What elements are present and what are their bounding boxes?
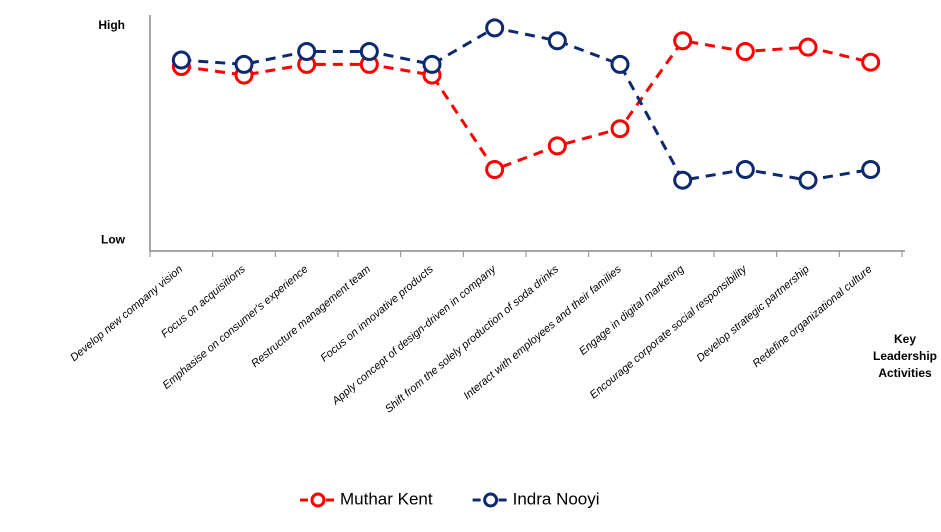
point	[735, 41, 755, 61]
point	[673, 170, 693, 190]
point	[171, 50, 191, 70]
x-tick-label: Develop new company vision	[68, 263, 185, 364]
point	[861, 159, 881, 179]
point	[297, 41, 317, 61]
point	[673, 31, 693, 51]
point	[547, 136, 567, 156]
x-tick-label: Develop strategic partnership	[694, 263, 811, 364]
point	[735, 159, 755, 179]
point	[485, 18, 505, 38]
point	[610, 54, 630, 74]
legend-marker	[483, 492, 499, 508]
x-tick-label: Engage in digital marketing	[577, 263, 687, 358]
point	[798, 37, 818, 57]
legend-label: Muthar Kent	[340, 489, 433, 508]
series-line	[181, 39, 872, 172]
x-axis-label: Key Leadership Activities	[873, 332, 937, 380]
x-tick-label: Restructure management team	[249, 263, 373, 370]
point	[798, 170, 818, 190]
legend-marker	[310, 492, 326, 508]
y-tick-label: Low	[101, 232, 126, 246]
point	[861, 52, 881, 72]
x-tick-label: Redefine organizational culture	[751, 263, 875, 370]
point	[547, 31, 567, 51]
point	[234, 54, 254, 74]
point	[485, 159, 505, 179]
point	[422, 54, 442, 74]
series-line	[181, 26, 871, 182]
legend-label: Indra Nooyi	[513, 489, 600, 508]
y-tick-label: High	[98, 18, 125, 32]
x-tick-label: Focus on innovative products	[318, 263, 436, 364]
point	[610, 119, 630, 139]
point	[359, 41, 379, 61]
